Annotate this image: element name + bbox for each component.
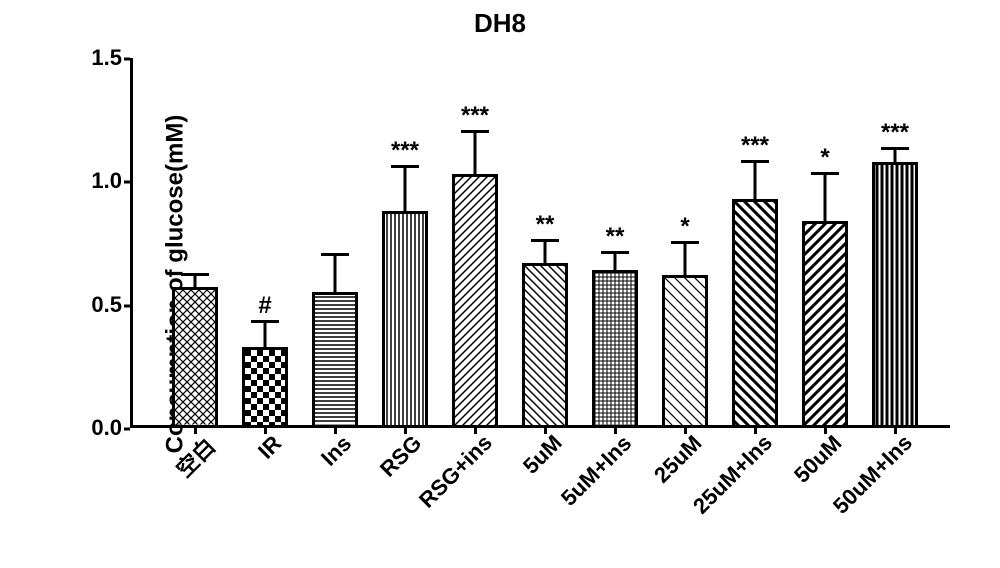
bar [662,275,708,428]
bar [452,174,498,428]
error-cap [391,165,419,168]
error-cap [881,147,909,150]
bar [592,270,638,428]
significance-marker: # [258,292,271,320]
significance-marker: *** [881,119,909,147]
bar [172,287,218,428]
error-cap [741,160,769,163]
error-cap [461,130,489,133]
y-axis [130,58,133,428]
significance-marker: * [680,213,689,241]
x-tick-label: 5uM [518,430,567,479]
significance-marker: ** [606,223,625,251]
x-tick-label: IR [253,430,287,464]
bar [242,347,288,428]
error-cap [601,251,629,254]
error-cap [671,241,699,244]
x-tick-label: 50uM [789,430,847,488]
error-bar [544,241,547,263]
error-cap [811,172,839,175]
error-bar [264,322,267,347]
bar [522,263,568,428]
bar [802,221,848,428]
error-bar [754,162,757,199]
y-tick-label: 1.0 [91,168,130,194]
x-tick-label: RSG+ins [414,430,498,514]
x-tick-label: 5uM+Ins [556,430,637,511]
error-bar [824,174,827,221]
error-cap [321,253,349,256]
error-bar [474,132,477,174]
bar [872,162,918,428]
error-bar [614,253,617,270]
error-bar [334,255,337,292]
significance-marker: *** [461,102,489,130]
error-cap [531,239,559,242]
error-bar [894,149,897,161]
bar [732,199,778,428]
x-tick-label: Ins [316,430,357,471]
error-bar [684,243,687,275]
error-bar [194,275,197,287]
y-tick-label: 0.0 [91,415,130,441]
significance-marker: *** [741,132,769,160]
bar-chart: DH8 Consumption of glucose(mM) [0,0,1000,568]
plot-area: 0.00.51.01.5空白#IRIns***RSG***RSG+ins**5u… [130,58,950,428]
significance-marker: ** [536,211,555,239]
error-cap [251,320,279,323]
y-tick-label: 0.5 [91,292,130,318]
significance-marker: *** [391,137,419,165]
bar [312,292,358,428]
significance-marker: * [820,144,829,172]
x-tick-label: 25uM [649,430,707,488]
y-tick-label: 1.5 [91,45,130,71]
error-bar [404,167,407,211]
chart-title: DH8 [0,8,1000,39]
bar [382,211,428,428]
x-tick-label: RSG [375,430,427,482]
error-cap [181,273,209,276]
